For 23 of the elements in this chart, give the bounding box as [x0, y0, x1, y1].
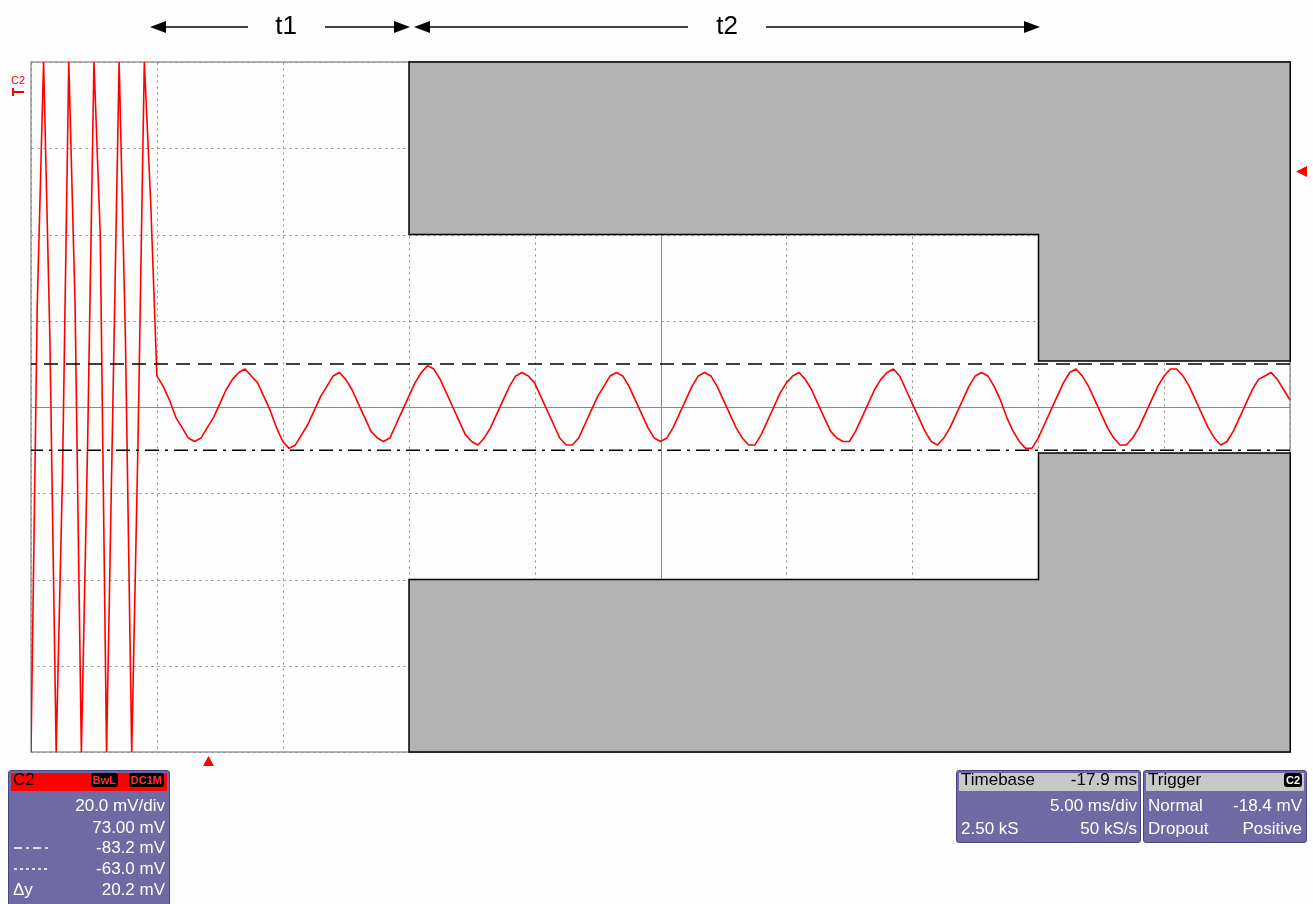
text: Dropout [1148, 819, 1209, 838]
text: -18.4 mV [1233, 796, 1302, 815]
text: Timebase [961, 770, 1036, 789]
text: -83.2 mV [96, 838, 165, 857]
text: t2 [716, 10, 738, 40]
text: BwL [90, 773, 118, 787]
text: Normal [1148, 796, 1203, 815]
text: 20.0 mV/div [75, 796, 165, 815]
text: 50 kS/s [1080, 819, 1137, 838]
text: 20.2 mV [101, 880, 165, 899]
text: C2 [11, 74, 26, 86]
text: DC1M [128, 773, 164, 787]
text: 73.00 mV [92, 818, 165, 837]
text: -63.0 mV [96, 859, 165, 878]
text: Positive [1242, 819, 1302, 838]
text: C2 [1283, 773, 1302, 787]
text: 5.00 ms/div [1050, 796, 1137, 815]
text: Trigger [1148, 770, 1202, 789]
text: Δy [13, 880, 33, 899]
text: 2.50 kS [961, 819, 1019, 838]
text: t1 [275, 10, 297, 40]
text: C2 [13, 770, 35, 789]
text: -17.9 ms [1070, 770, 1137, 789]
